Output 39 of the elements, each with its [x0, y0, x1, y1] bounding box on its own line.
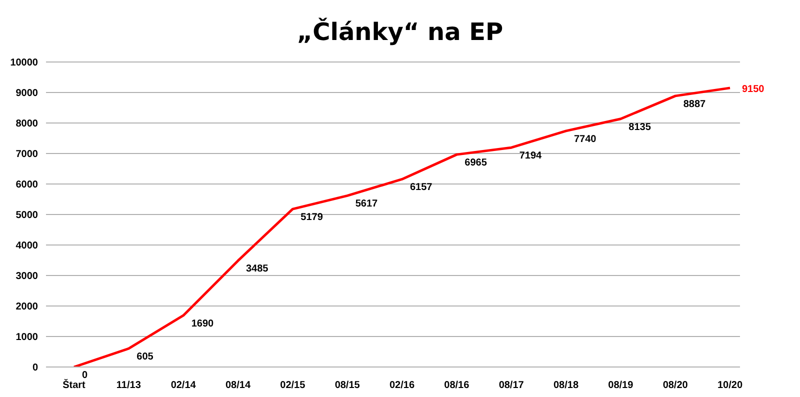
x-tick-label: 08/19 [608, 380, 634, 392]
data-label: 9150 [742, 84, 765, 95]
y-tick-label: 9000 [16, 88, 38, 100]
x-tick-label: 08/14 [225, 380, 251, 392]
x-tick-label: 08/17 [498, 380, 524, 392]
y-tick-label: 2000 [16, 302, 38, 313]
data-label: 7740 [574, 134, 597, 145]
x-tick-label: 11/13 [116, 380, 142, 392]
x-tick-label: 08/15 [334, 380, 360, 392]
data-label: 7194 [519, 150, 542, 162]
x-tick-label: 02/15 [280, 380, 306, 392]
data-label: 1690 [191, 318, 214, 330]
data-label: 6965 [464, 158, 488, 169]
data-label: 0 [82, 370, 88, 381]
data-label: 8887 [683, 98, 706, 110]
x-tick-label: 10/20 [717, 380, 743, 392]
x-tick-label: 08/18 [553, 380, 579, 392]
data-label: 5617 [355, 198, 378, 210]
y-tick-label: 7000 [16, 149, 38, 160]
y-tick-label: 3000 [16, 271, 38, 282]
y-tick-label: 1000 [16, 332, 38, 344]
data-label: 5179 [300, 212, 324, 224]
y-tick-label: 6000 [16, 180, 38, 191]
line-series [72, 86, 732, 367]
x-tick-label: 02/16 [389, 380, 415, 392]
x-tick-label: Štart [62, 379, 86, 392]
y-tick-label: 8000 [16, 118, 38, 130]
data-label: 8135 [628, 122, 652, 133]
x-tick-label: 02/14 [170, 380, 196, 392]
x-tick-label: 08/16 [444, 380, 470, 392]
x-tick-label: 08/20 [662, 380, 688, 392]
data-label: 6157 [410, 182, 433, 194]
chart-title: „Články“ na EP [296, 18, 504, 46]
y-tick-label: 10000 [10, 58, 38, 69]
data-label: 605 [136, 352, 154, 363]
y-tick-label: 0 [32, 362, 38, 374]
data-label: 3485 [246, 264, 269, 275]
y-tick-label: 5000 [16, 210, 38, 222]
y-tick-label: 4000 [16, 240, 38, 252]
